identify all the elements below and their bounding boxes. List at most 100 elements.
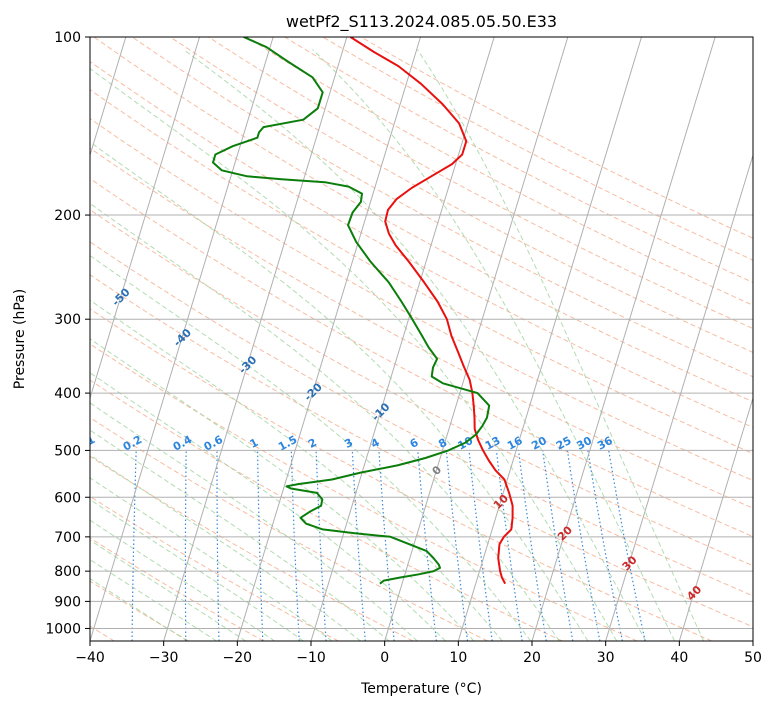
x-tick-label: −40 (75, 650, 105, 666)
dry-adiabat (90, 343, 638, 641)
y-tick-label: 1000 (45, 621, 81, 637)
y-tick-label: 700 (54, 530, 81, 546)
series-lines (212, 37, 514, 585)
mixing-ratio-line (445, 450, 469, 641)
isotherm-gridline (90, 37, 127, 157)
x-tick-label: 0 (380, 650, 389, 666)
x-tick-label: −20 (223, 650, 253, 666)
moist-adiabat (90, 338, 475, 641)
x-tick-label: 10 (449, 650, 467, 666)
mixing-ratio-line (517, 450, 547, 641)
dry-adiabat-label: 0 (430, 463, 445, 478)
mixing-ratio-line (257, 450, 264, 641)
y-tick-label: 800 (54, 564, 81, 580)
y-tick-label: 600 (54, 490, 81, 506)
isotherm-gridline (384, 37, 569, 641)
plot-frame (89, 36, 754, 642)
y-tick-label: 500 (54, 443, 81, 459)
dry-adiabat-label: -40 (171, 326, 194, 349)
isotherm-gridline (752, 639, 753, 641)
mixing-ratio-line (495, 450, 523, 641)
isotherm-gridline (236, 37, 421, 641)
moist-adiabat (90, 498, 304, 641)
dry-adiabat (90, 241, 753, 597)
dry-adiabat-label: -20 (302, 380, 325, 403)
dry-adiabat (90, 177, 753, 538)
moist-adiabat (90, 402, 418, 641)
moist-adiabat (90, 68, 618, 641)
dry-adiabat-label: -30 (236, 353, 259, 376)
dry-adiabat-label: 40 (684, 583, 704, 603)
dewpoint-line (212, 37, 491, 585)
mixing-ratio-label: 3 (342, 436, 355, 451)
grid (90, 37, 753, 641)
dry-adiabat-label: 30 (620, 553, 640, 573)
dry-adiabat (90, 117, 753, 482)
mixing-ratio-line (184, 450, 187, 641)
mixing-ratio-label: 6 (408, 436, 421, 451)
x-axis-label: Temperature (°C) (360, 681, 482, 697)
mixing-ratio-line (468, 450, 493, 641)
isotherm-gridline (163, 37, 348, 641)
dry-adiabat (93, 37, 753, 403)
mixing-ratio-label: 25 (554, 434, 574, 453)
moist-adiabat (312, 49, 676, 641)
mixing-ratio-line (315, 450, 327, 641)
dry-adiabat (169, 37, 753, 353)
y-tick-label: 300 (54, 312, 81, 328)
mixing-ratio-line (378, 450, 395, 641)
moist-adiabat (90, 454, 361, 641)
x-tick-label: 50 (744, 650, 762, 666)
plot-area: -100-90-80-70-60-50-40-30-20-10010203040… (0, 37, 753, 641)
moist-adiabat (90, 429, 390, 641)
dry-adiabat (90, 379, 563, 641)
isotherm-gridline (531, 37, 716, 641)
mixing-ratio-line (542, 450, 574, 641)
x-tick-label: −10 (296, 650, 326, 666)
dry-adiabat (90, 495, 339, 641)
dry-adiabat (90, 274, 753, 628)
mixing-ratio-label: 30 (574, 434, 594, 453)
dry-adiabat (90, 455, 414, 641)
mixing-ratio-label: 0.1 (74, 433, 97, 454)
temperature-line (349, 37, 514, 585)
x-tick-label: 20 (523, 650, 541, 666)
mixing-ratio-line (417, 450, 437, 641)
mixing-ratio-label: 8 (436, 436, 449, 451)
x-tick-label: 30 (597, 650, 615, 666)
isotherm-gridline (310, 37, 495, 641)
dry-adiabat (284, 37, 753, 283)
moist-adiabat (90, 141, 589, 641)
moist-adiabat (90, 477, 333, 641)
dry-adiabat-label: -70 (0, 190, 14, 213)
mixing-ratio-line (131, 450, 137, 641)
mixing-ratio-label: 36 (595, 434, 615, 453)
mixing-ratio-line (587, 450, 623, 641)
isotherm-gridline (457, 37, 642, 641)
chart-title: wetPf2_S113.2024.085.05.50.E33 (286, 12, 557, 32)
y-tick-label: 200 (54, 208, 81, 224)
moist-adiabat (90, 299, 503, 641)
dry-adiabat-label: -10 (369, 400, 392, 423)
mixing-ratio-label: 2 (306, 436, 319, 451)
dry-adiabat (90, 580, 190, 641)
dry-adiabat (90, 209, 753, 567)
moist-adiabat (90, 372, 446, 641)
background-lines (90, 37, 753, 641)
dry-adiabat (90, 537, 264, 641)
y-tick-label: 400 (54, 386, 81, 402)
y-axis-label: Pressure (hPa) (12, 289, 28, 389)
x-axis: −40 −30 −20 −10 0 10 20 30 40 50 (75, 641, 762, 666)
dry-adiabat (90, 417, 488, 641)
moist-adiabat (90, 202, 560, 641)
isotherm-gridline (90, 37, 200, 400)
x-tick-label: −30 (149, 650, 179, 666)
dry-adiabat (90, 89, 753, 455)
dry-adiabat (246, 37, 753, 306)
dry-adiabat (90, 147, 753, 509)
mixing-ratio-label: 13 (483, 434, 503, 453)
mixing-ratio-label: 16 (505, 434, 525, 453)
dry-adiabat-label: -60 (48, 245, 71, 268)
isotherm-gridline (605, 153, 753, 641)
